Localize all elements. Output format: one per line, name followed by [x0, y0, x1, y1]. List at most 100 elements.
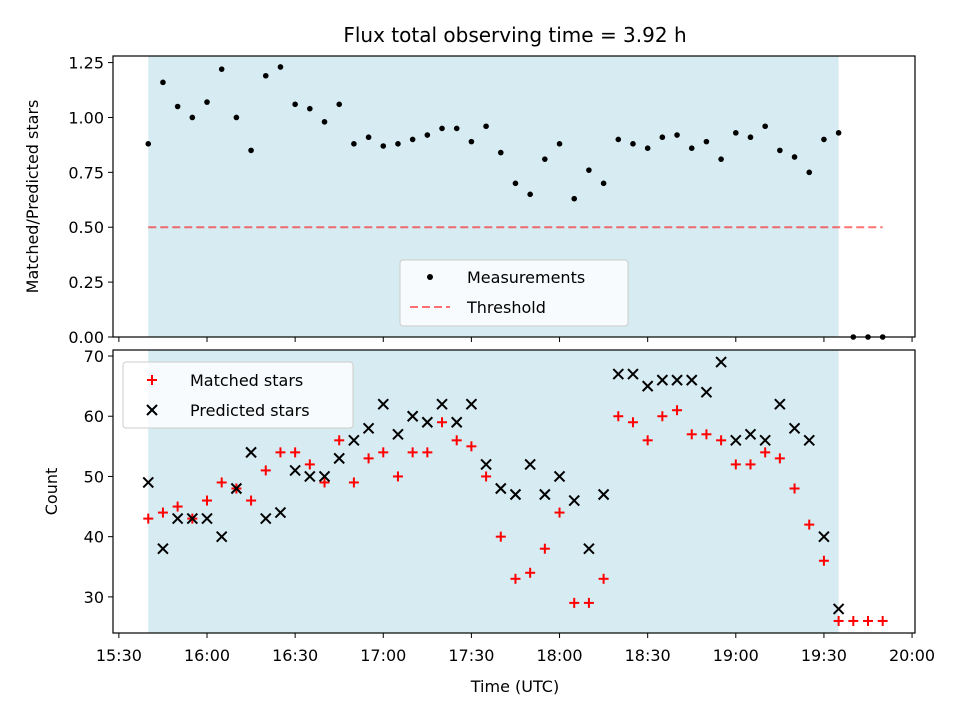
y-tick-label-top: 0.00	[68, 328, 104, 347]
y-tick-label-top: 0.50	[68, 218, 104, 237]
measurement-point	[791, 154, 798, 160]
predicted-star-point	[627, 368, 639, 380]
matched-star-point	[583, 597, 594, 608]
predicted-star-point	[744, 428, 757, 441]
legend-label-measurements: Measurements	[467, 268, 585, 287]
measurement-point	[189, 114, 196, 121]
predicted-star-point	[686, 374, 698, 386]
matched-star-point	[877, 615, 888, 626]
legend-label-threshold: Threshold	[466, 298, 546, 317]
y-tick-label-bottom: 70	[84, 347, 104, 366]
x-tick-label: 17:00	[360, 646, 406, 665]
measurement-point	[218, 66, 225, 72]
measurement-point	[321, 119, 328, 125]
y-ticks-bottom: 30 40 50 60 70	[84, 347, 113, 607]
measurement-point	[380, 143, 387, 149]
predicted-star-point	[612, 368, 624, 380]
matched-star-point	[392, 471, 403, 482]
measurement-point	[262, 72, 269, 79]
predicted-star-point	[421, 416, 434, 428]
matched-star-point	[437, 417, 448, 428]
matched-star-point	[260, 465, 271, 476]
predicted-star-point	[215, 530, 228, 543]
matched-star-point	[657, 411, 668, 422]
matched-star-point	[774, 453, 785, 464]
predicted-star-point	[495, 482, 507, 495]
matched-star-point	[422, 447, 433, 458]
matched-star-point	[716, 435, 727, 446]
measurement-point	[307, 105, 313, 112]
predicted-star-point	[715, 356, 727, 368]
measurement-point	[365, 134, 372, 141]
matched-star-point	[143, 513, 154, 524]
legend-label-matched: Matched stars	[190, 371, 303, 390]
legend-label-predicted: Predicted stars	[190, 401, 310, 420]
matched-star-point	[495, 531, 506, 542]
measurement-point	[336, 101, 343, 108]
x-tick-label: 16:00	[184, 646, 230, 665]
panel-ratio: 0.00 0.25 0.50 0.75 1.00 1.25 Matched/Predict…	[23, 54, 916, 347]
matched-star-point	[569, 597, 580, 608]
measurement-point	[527, 191, 533, 198]
matched-star-point	[613, 411, 624, 422]
measurement-point	[747, 134, 754, 141]
measurement-point	[821, 136, 827, 143]
predicted-star-point	[568, 494, 580, 507]
x-ticks-top	[118, 337, 913, 342]
predicted-star-point	[289, 464, 301, 477]
matched-star-point	[554, 507, 565, 518]
measurement-point	[512, 180, 519, 187]
y-tick-label-bottom: 30	[84, 588, 104, 607]
measurement-point	[277, 64, 284, 70]
predicted-star-point	[318, 470, 331, 483]
measurement-point	[233, 114, 240, 121]
matched-star-point	[481, 471, 492, 482]
matched-star-point	[818, 555, 829, 566]
measurement-point	[630, 141, 636, 147]
measurement-point	[483, 123, 489, 130]
legend-marker-measurements	[427, 274, 433, 280]
y-tick-label-bottom: 50	[84, 467, 104, 486]
matched-star-point	[466, 441, 477, 452]
matched-star-point	[378, 447, 389, 458]
predicted-star-point	[377, 398, 389, 410]
legend-marker-predicted	[146, 404, 158, 416]
predicted-star-point	[788, 422, 801, 434]
measurement-point	[762, 123, 768, 130]
predicted-star-point	[451, 416, 463, 428]
y-tick-label-top: 0.75	[68, 163, 104, 182]
matched-star-point	[789, 483, 800, 494]
predicted-star-point	[539, 488, 551, 501]
measurement-point	[659, 134, 666, 141]
predicted-star-point	[597, 488, 610, 501]
measurement-point	[409, 136, 416, 143]
predicted-star-point	[348, 434, 360, 447]
matched-star-point	[745, 459, 756, 470]
plot-frame-top	[112, 55, 916, 338]
matched-star-point	[275, 447, 286, 458]
predicted-star-point	[480, 458, 492, 471]
measurement-point	[497, 149, 504, 156]
predicted-star-point	[274, 506, 287, 519]
measurement-point	[688, 145, 695, 152]
measurement-point	[777, 147, 783, 154]
matched-star-point	[672, 405, 683, 416]
matched-star-point	[348, 477, 359, 488]
predicted-star-point	[260, 512, 272, 525]
predicted-star-point	[230, 482, 243, 495]
measurement-point	[160, 79, 166, 86]
legend-box-bottom	[122, 361, 354, 429]
predicted-star-point	[509, 488, 522, 501]
matched-star-point	[510, 573, 521, 584]
measurement-point	[453, 125, 460, 132]
measurement-point	[703, 138, 710, 145]
measurement-point	[835, 130, 842, 136]
x-tick-label: 19:30	[801, 646, 847, 665]
y-axis-label-top: Matched/Predicted stars	[23, 100, 42, 294]
measurement-point	[351, 141, 357, 147]
x-tick-label: 19:00	[713, 646, 759, 665]
x-tick-label: 16:30	[272, 646, 318, 665]
legend-bottom: Matched stars Predicted stars	[122, 361, 354, 429]
matched-star-point	[451, 435, 462, 446]
legend-box-top	[399, 259, 629, 327]
